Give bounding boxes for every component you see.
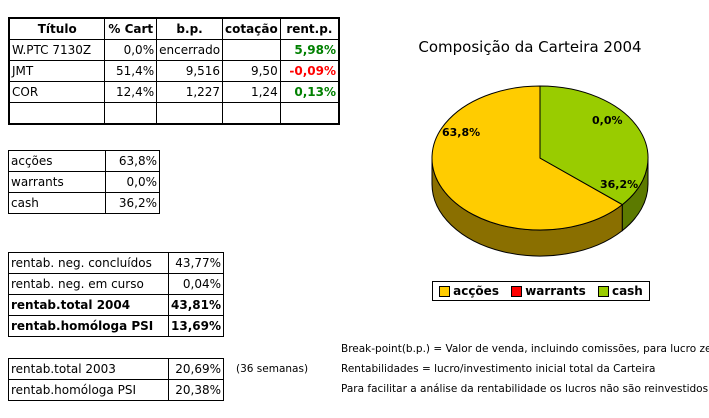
alloc-label: acções [7,150,107,172]
note-reinvest: Para facilitar a análise da rentabilidad… [341,383,709,395]
cell-cotacao: 1,24 [222,81,281,103]
legend-label: acções [453,284,499,298]
table-row: cash 36,2% [7,192,160,214]
header-bp: b.p. [156,17,224,40]
cell-cotacao [222,102,281,125]
pie-slice-cash [539,85,649,206]
cell-cart [104,102,158,125]
table-row: rentab.total 2003 20,69% [7,358,224,380]
cell-bp: 1,227 [156,81,224,103]
cell-cart: 12,4% [104,81,158,103]
cell-rent [279,102,340,125]
table-row: W.PTC 7130Z 0,0% encerrado 5,98% [8,39,340,61]
header-cotacao: cotação [222,17,281,40]
pie-slice-accoes [431,85,624,231]
cell-titulo: JMT [8,60,106,82]
legend-label: cash [611,284,643,298]
cell-titulo: W.PTC 7130Z [8,39,106,61]
alloc-value: 63,8% [105,150,160,172]
table-row: rentab.homóloga PSI 13,69% [8,315,224,337]
return-label: rentab.total 2003 [7,358,170,380]
cell-bp [156,102,224,125]
weeks-note: (36 semanas) [236,363,309,375]
returns-2003-table: rentab.total 2003 20,69% rentab.homóloga… [7,358,224,401]
return-label: rentab.homóloga PSI [8,315,169,337]
note-breakpoint: Break-point(b.p.) = Valor de venda, incl… [341,343,709,355]
table-row: COR 12,4% 1,227 1,24 0,13% [8,81,340,103]
table-row: warrants 0,0% [7,171,160,193]
cell-titulo: COR [8,81,106,103]
return-value: 20,69% [168,358,224,380]
cell-rent: -0,09% [279,60,340,82]
alloc-label: warrants [7,171,107,193]
return-value: 13,69% [168,315,224,337]
legend-label: warrants [525,284,586,298]
alloc-value: 0,0% [105,171,160,193]
pie-top [431,85,649,231]
pie-labels: 63,8% 0,0% 36,2% [442,114,638,191]
return-label: rentab. neg. em curso [8,273,169,295]
return-label: rentab.total 2004 [8,294,169,316]
allocation-table: acções 63,8% warrants 0,0% cash 36,2% [7,150,160,214]
header-rent: rent.p. [279,17,340,40]
data-label-cash: 36,2% [600,178,638,191]
return-label: rentab.homóloga PSI [7,379,170,401]
cell-bp: 9,516 [156,60,224,82]
table-row: acções 63,8% [7,150,160,172]
cell-cotacao [222,39,281,61]
table-row-empty [8,102,340,125]
return-value: 43,77% [168,252,224,274]
cell-bp: encerrado [156,39,224,61]
note-rentabilidades: Rentabilidades = lucro/investimento inic… [341,363,656,375]
legend-swatch [511,286,523,297]
legend-item-accoes: acções [439,282,499,300]
chart-legend: acções warrants cash [432,281,650,301]
holdings-header-row: Título % Cart b.p. cotação rent.p. [8,17,340,40]
alloc-value: 36,2% [105,192,160,214]
table-row: rentab. neg. em curso 0,04% [8,273,224,295]
cell-rent: 0,13% [279,81,340,103]
cell-titulo [8,102,106,125]
cell-cart: 0,0% [104,39,158,61]
legend-item-warrants: warrants [511,282,586,300]
holdings-table: Título % Cart b.p. cotação rent.p. W.PTC… [8,17,340,125]
alloc-label: cash [7,192,107,214]
return-value: 43,81% [168,294,224,316]
header-titulo: Título [8,17,106,40]
return-value: 20,38% [168,379,224,401]
header-cart: % Cart [104,17,158,40]
return-label: rentab. neg. concluídos [8,252,169,274]
cell-cart: 51,4% [104,60,158,82]
return-value: 0,04% [168,273,224,295]
legend-item-cash: cash [597,282,643,300]
cell-cotacao: 9,50 [222,60,281,82]
legend-swatch [597,286,609,297]
table-row: rentab. neg. concluídos 43,77% [8,252,224,274]
table-row: JMT 51,4% 9,516 9,50 -0,09% [8,60,340,82]
data-label-warrants: 0,0% [592,114,623,127]
data-label-accoes: 63,8% [442,126,480,139]
table-row: rentab.homóloga PSI 20,38% [7,379,224,401]
legend-swatch [439,286,451,297]
cell-rent: 5,98% [279,39,340,61]
returns-2004-table: rentab. neg. concluídos 43,77% rentab. n… [8,252,224,337]
chart-title: Composição da Carteira 2004 [418,38,642,56]
pie-chart: 63,8% 0,0% 36,2% [431,85,649,257]
table-row: rentab.total 2004 43,81% [8,294,224,316]
